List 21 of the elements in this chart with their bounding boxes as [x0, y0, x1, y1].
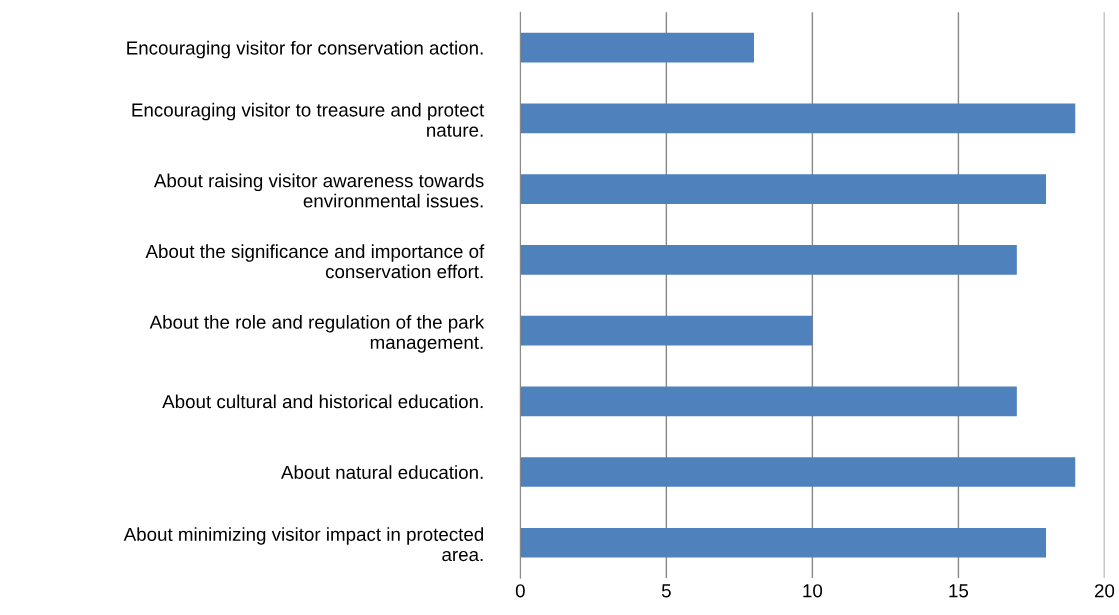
y-tick-label: About raising visitor awareness towards environmental issues. — [153, 173, 484, 208]
x-tick-label: 0 — [515, 584, 525, 598]
bar — [520, 32, 754, 63]
y-tick-label: Encouraging visitor to treasure and protect nature. — [132, 102, 485, 137]
bar — [520, 315, 813, 346]
x-tick-label: 10 — [803, 584, 823, 598]
y-tick-label: About cultural and historical education. — [162, 394, 483, 409]
bar — [520, 103, 1076, 134]
bar — [520, 244, 1017, 275]
bar — [520, 527, 1047, 558]
x-tick-label: 20 — [1094, 584, 1115, 598]
bar — [520, 386, 1017, 417]
y-tick-label: About the significance and importance of conservation effort. — [145, 244, 485, 279]
y-tick-label: About minimizing visitor impact in protected area. — [123, 527, 484, 562]
y-tick-label: About the role and regulation of the park management. — [149, 315, 485, 353]
x-tick-label: 15 — [949, 584, 969, 598]
bar — [520, 174, 1047, 204]
y-tick-label: About natural education. — [281, 465, 483, 479]
x-tick-label: 5 — [661, 584, 671, 598]
bar — [520, 457, 1076, 487]
y-tick-label: Encouraging visitor for conservation action. — [127, 40, 483, 59]
